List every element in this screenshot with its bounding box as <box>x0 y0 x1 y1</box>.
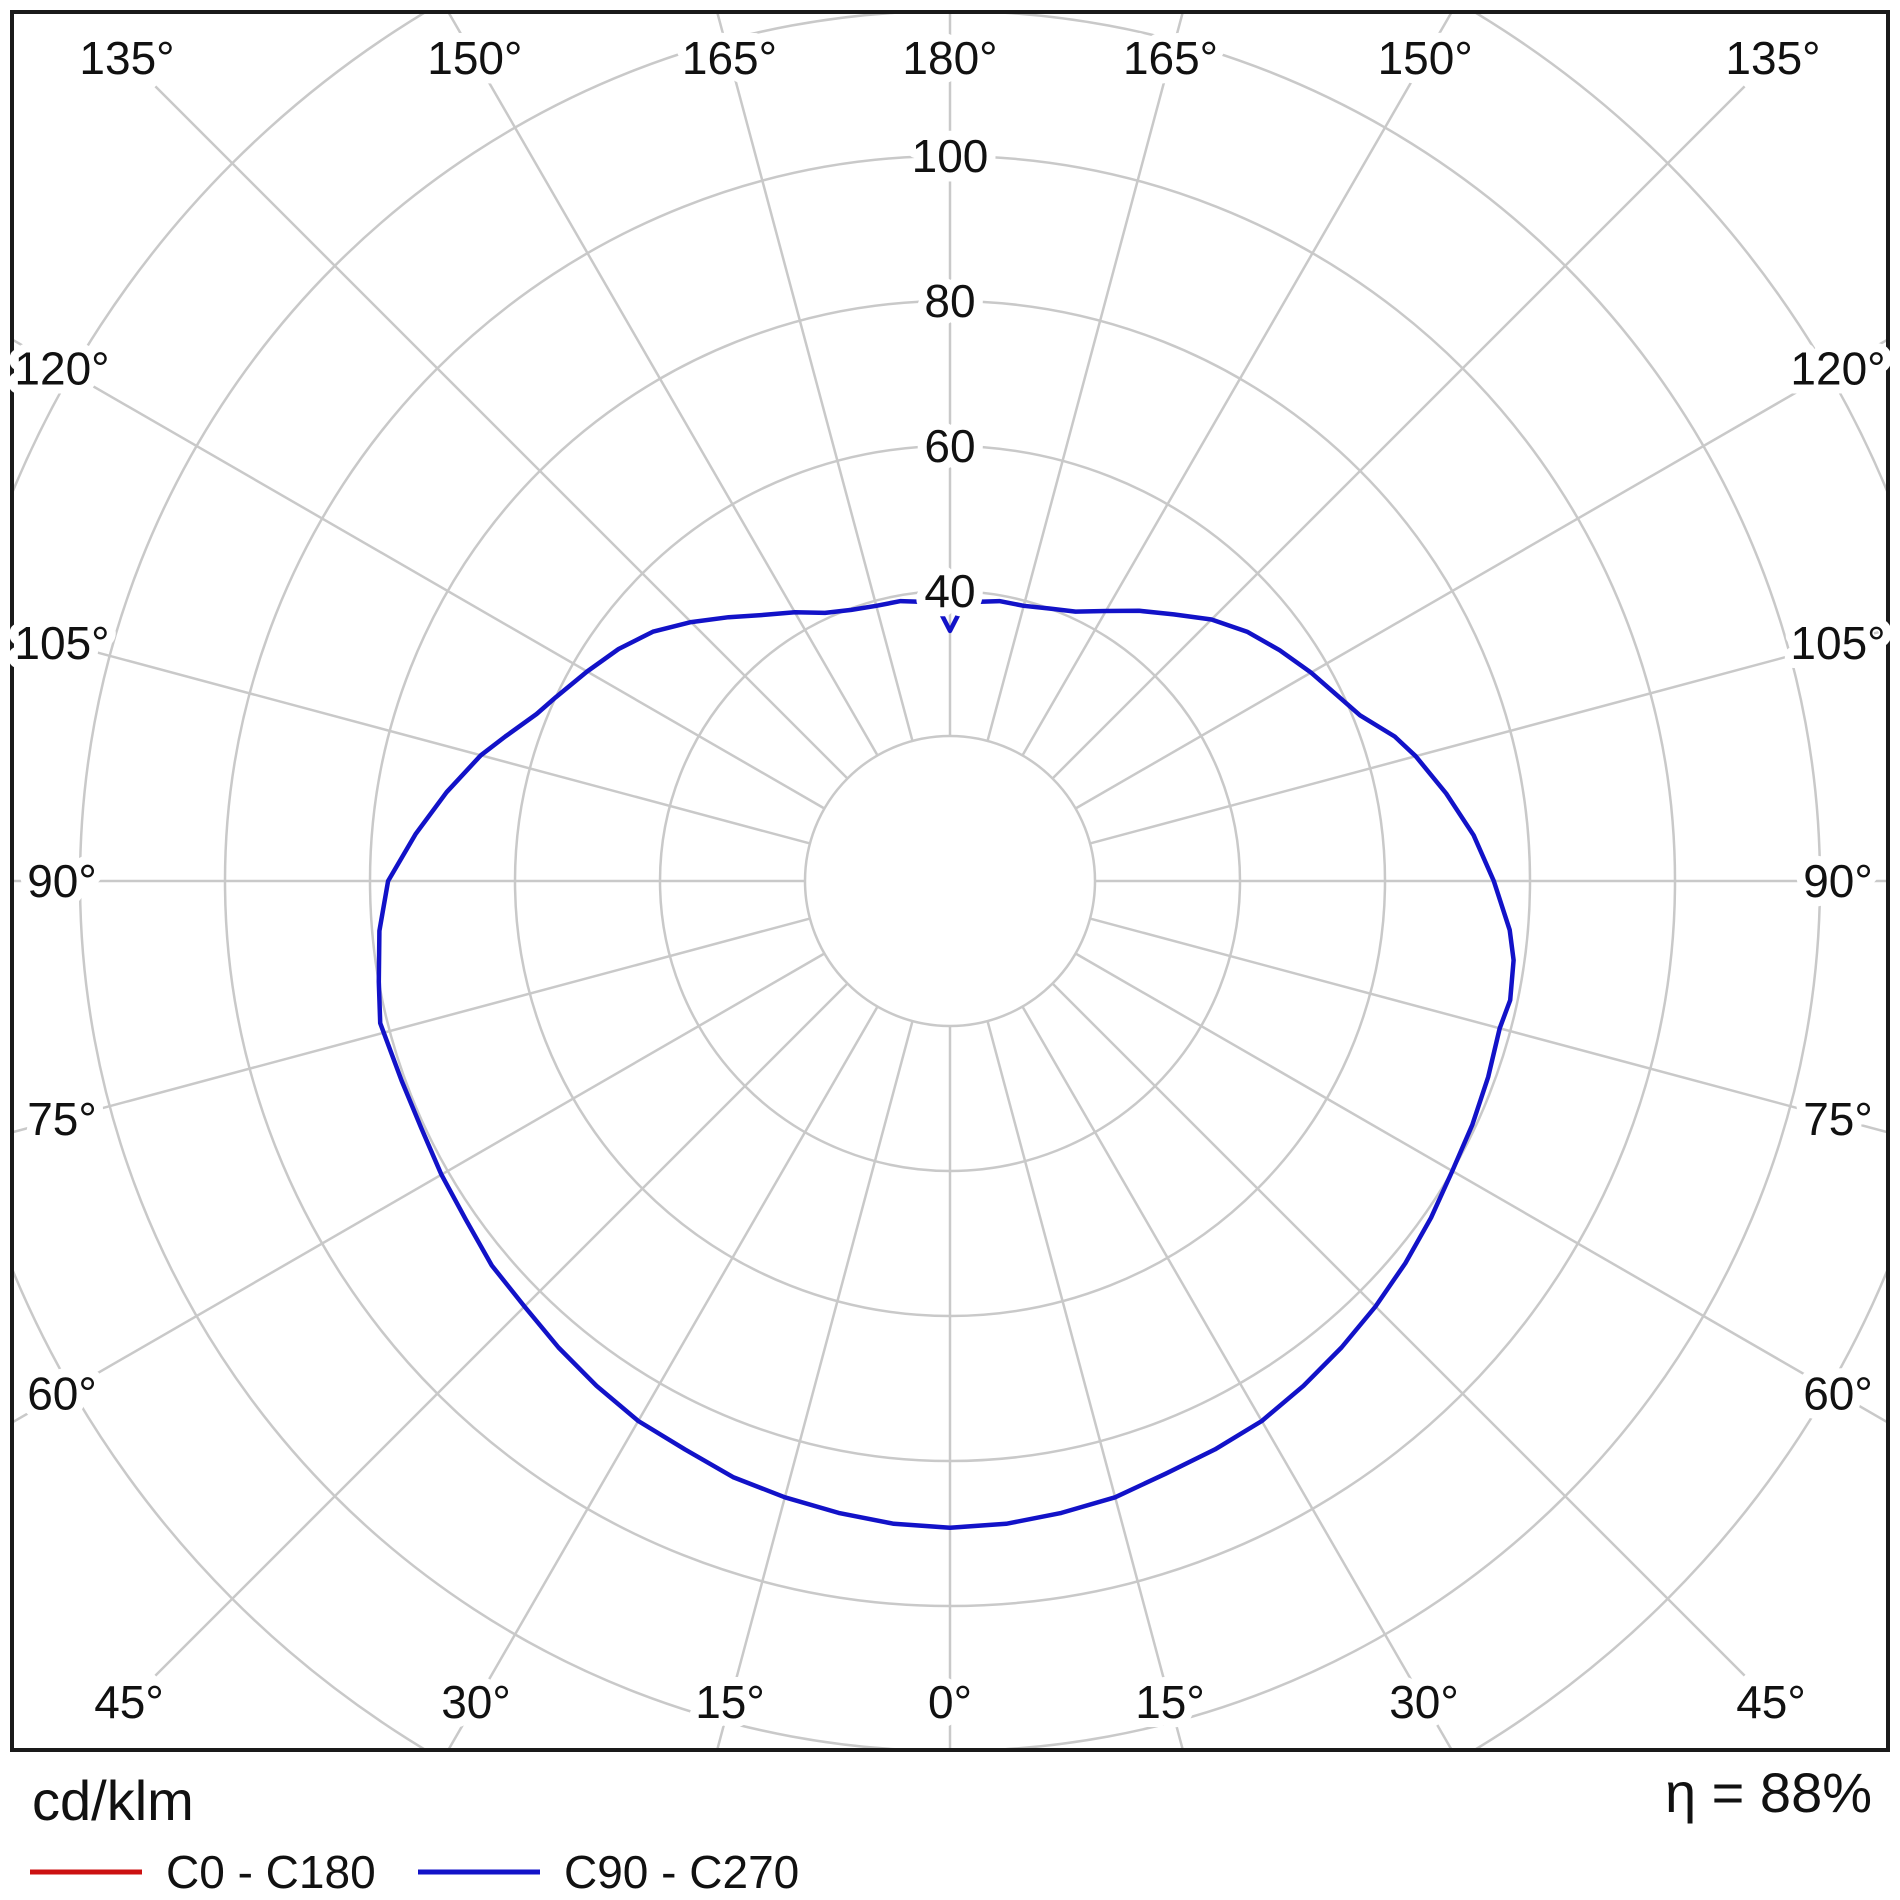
angle-label-120: 120° <box>1790 342 1885 394</box>
angle-label-150: 150° <box>427 32 522 84</box>
angle-label-75: 75° <box>1803 1093 1873 1145</box>
angle-label-60: 60° <box>27 1368 97 1420</box>
grid-ray <box>1021 14 1453 757</box>
angle-label-45: 45° <box>1736 1676 1806 1728</box>
axis-labels: 165° 150° 135° 120° 105° 90° 75° 60° 45° 30° 15° 0°… <box>5 23 1894 1737</box>
radial-tick-label-60: 60 <box>924 420 975 472</box>
grid-ray <box>14 952 826 1423</box>
grid-ray <box>447 1005 879 1748</box>
grid-ray <box>1089 917 1886 1134</box>
angle-label-150: 150° <box>1378 32 1473 84</box>
grid-ray <box>716 1020 914 1748</box>
grid-ray <box>716 14 914 742</box>
radial-tick-label-100: 100 <box>912 130 989 182</box>
grid-ray <box>154 85 849 780</box>
angle-label-135: 135° <box>1725 32 1820 84</box>
angle-label-165: 165° <box>682 32 777 84</box>
angle-label-90: 90° <box>27 855 97 907</box>
units-label: cd/klm <box>32 1769 194 1832</box>
angle-label-180: 180° <box>902 32 997 84</box>
efficiency-label: η = 88% <box>1665 1761 1872 1824</box>
grid-ray <box>1021 1005 1453 1748</box>
angle-label-30: 30° <box>1389 1676 1459 1728</box>
grid-ray <box>14 628 811 845</box>
angle-label-105: 105° <box>1790 617 1885 669</box>
grid-ray <box>14 917 811 1134</box>
angle-label-120: 120° <box>14 342 109 394</box>
grid-ray <box>154 982 849 1677</box>
angle-label-0: 0° <box>928 1676 972 1728</box>
angle-label-135: 135° <box>79 32 174 84</box>
radial-tick-label-80: 80 <box>924 275 975 327</box>
angle-label-15: 15° <box>1135 1676 1205 1728</box>
grid-ray <box>986 14 1184 742</box>
angle-label-105: 105° <box>14 617 109 669</box>
grid-ray <box>14 339 826 810</box>
angle-label-75: 75° <box>27 1093 97 1145</box>
grid-ray <box>1074 339 1886 810</box>
series-curve-1 <box>376 598 1516 1530</box>
angle-label-165: 165° <box>1123 32 1218 84</box>
angle-label-90: 90° <box>1803 855 1873 907</box>
angle-label-45: 45° <box>94 1676 164 1728</box>
angle-label-30: 30° <box>441 1676 511 1728</box>
legend-label-c90-c270: C90 - C270 <box>564 1846 799 1898</box>
grid-ray <box>1089 628 1886 845</box>
angle-label-60: 60° <box>1803 1368 1873 1420</box>
grid-ray <box>1074 952 1886 1423</box>
angle-label-15: 15° <box>695 1676 765 1728</box>
grid-ray <box>1051 85 1746 780</box>
grid-ray <box>986 1020 1184 1748</box>
legend-label-c0-c180: C0 - C180 <box>166 1846 376 1898</box>
series-curves <box>376 598 1516 1530</box>
grid-ray <box>1051 982 1746 1677</box>
radial-tick-label-40: 40 <box>924 565 975 617</box>
